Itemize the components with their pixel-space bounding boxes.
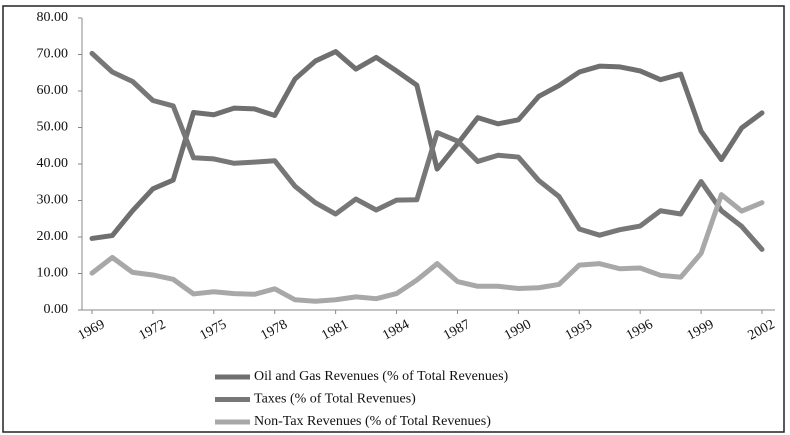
legend-label: Taxes (% of Total Revenues)	[254, 392, 416, 407]
series-line	[89, 192, 765, 304]
frame	[2, 5, 785, 433]
x-tick-label: 1987	[441, 317, 473, 343]
x-tick-label: 2002	[746, 317, 778, 343]
y-tick-label: 60.00	[37, 83, 69, 98]
x-tick-label: 1981	[319, 317, 351, 343]
y-tick-label: 70.00	[37, 47, 69, 62]
legend-label: Non-Tax Revenues (% of Total Revenues)	[254, 414, 491, 429]
legend-label: Oil and Gas Revenues (% of Total Revenue…	[254, 369, 509, 384]
x-tick-label: 1969	[76, 317, 108, 343]
x-tick-label: 1975	[197, 317, 229, 343]
x-tick-label: 1996	[624, 317, 656, 343]
y-tick-label: 10.00	[37, 266, 69, 281]
series-line	[89, 50, 765, 252]
x-tick-label: 1984	[380, 317, 412, 343]
x-tick-label: 1993	[563, 317, 595, 343]
y-tick-label: 40.00	[37, 156, 69, 171]
y-tick-label: 20.00	[37, 229, 69, 244]
series-line	[89, 49, 765, 241]
x-tick-label: 1978	[258, 317, 290, 343]
y-tick-label: 50.00	[37, 120, 69, 135]
x-tick-label: 1999	[685, 317, 717, 343]
y-tick-label: 80.00	[37, 10, 69, 25]
y-tick-label: 0.00	[44, 302, 69, 317]
x-tick-label: 1972	[137, 317, 169, 343]
y-tick-label: 30.00	[37, 193, 69, 208]
x-tick-label: 1990	[502, 317, 534, 343]
